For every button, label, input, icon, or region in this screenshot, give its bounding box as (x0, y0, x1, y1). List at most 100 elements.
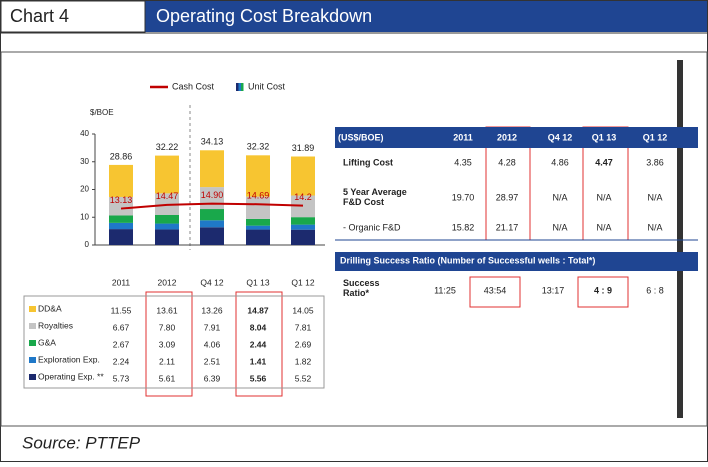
cell: 4.06 (204, 339, 221, 349)
legend-label: Unit Cost (248, 81, 286, 91)
cash-cost-label: 14.69 (247, 191, 270, 201)
row-swatch (29, 323, 36, 329)
table-header: (US$/BOE) (338, 132, 384, 142)
table-cell: 4.28 (498, 157, 516, 167)
table-header: 2011 (453, 132, 473, 142)
total-label: 32.22 (156, 142, 179, 152)
table-row-label: Lifting Cost (343, 157, 393, 167)
table-row-label: 5 Year Average F&D Cost (343, 187, 407, 207)
bar-segment (109, 215, 133, 223)
table-cell: 13:17 (542, 285, 565, 295)
row-swatch (29, 374, 36, 380)
row-label: Operating Exp. ** (38, 371, 104, 381)
header-title: Operating Cost Breakdown (156, 6, 372, 26)
cell: 1.82 (295, 356, 312, 366)
cell: 2.24 (113, 356, 130, 366)
legend-swatch (236, 83, 239, 91)
x-tick-label: Q4 12 (200, 277, 223, 287)
bar-segment (200, 150, 224, 188)
bar-segment (246, 225, 270, 230)
cash-cost-label: 14.2 (294, 192, 312, 202)
table-cell: 19.70 (452, 192, 475, 202)
scroll-bar (677, 60, 683, 418)
table-cell: N/A (647, 192, 662, 202)
y-tick-label: 30 (80, 157, 89, 166)
table-cell: 4.47 (595, 157, 613, 167)
highlight-box (145, 291, 193, 397)
table-cell: N/A (552, 222, 567, 232)
legend-label: Cash Cost (172, 81, 215, 91)
bar-segment (291, 195, 315, 218)
table-cell: 4.35 (454, 157, 472, 167)
cell: 13.61 (156, 305, 178, 315)
bar-segment (246, 229, 270, 245)
bar-segment (155, 229, 179, 245)
y-tick-label: 10 (80, 212, 89, 221)
bar-segment (155, 155, 179, 194)
cell: 7.81 (295, 322, 312, 332)
bar-segment (109, 164, 133, 197)
cell: 1.41 (250, 356, 267, 366)
x-tick-label: Q1 13 (246, 277, 269, 287)
highlight-box (469, 276, 521, 308)
y-tick-label: 20 (80, 185, 89, 194)
header-number: Chart 4 (10, 6, 69, 26)
cell: 6.39 (204, 373, 221, 383)
row-swatch (29, 306, 36, 312)
table-cell: 28.97 (496, 192, 519, 202)
bar-segment (246, 196, 270, 219)
table-cell: N/A (596, 192, 611, 202)
cell: 11.55 (111, 305, 132, 315)
table-row-label: - Organic F&D (343, 222, 401, 232)
row-swatch (29, 340, 36, 346)
cell: 6.67 (113, 322, 130, 332)
header-number-box (0, 0, 146, 33)
y-tick-label: 0 (85, 240, 90, 249)
cell: 7.91 (204, 322, 221, 332)
row-label: Royalties (38, 320, 73, 330)
table-cell: N/A (552, 192, 567, 202)
x-tick-label: 2012 (158, 277, 177, 287)
row-label: DD&A (38, 303, 62, 313)
section-bar (335, 252, 698, 271)
bar-segment (291, 224, 315, 230)
table-row-label: Success Ratio* (343, 278, 380, 298)
bar-segment (200, 220, 224, 228)
table-cell: 11:25 (434, 285, 456, 295)
table-cell: 15.82 (452, 222, 475, 232)
cell: 2.69 (295, 339, 312, 349)
cost-table-frame (23, 295, 325, 389)
cell: 5.52 (295, 373, 312, 383)
bar-segment (109, 229, 133, 245)
bar-segment (291, 229, 315, 245)
bar-segment (246, 155, 270, 197)
x-tick-label: Q1 12 (291, 277, 314, 287)
bar-segment (291, 156, 315, 196)
cash-cost-label: 14.47 (156, 191, 179, 201)
cell: 2.51 (204, 356, 221, 366)
total-label: 28.86 (110, 151, 133, 161)
row-label: G&A (38, 337, 56, 347)
table-cell: 6 : 8 (646, 285, 664, 295)
table-header: Q4 12 (548, 132, 573, 142)
table-cell: 4 : 9 (594, 285, 612, 295)
cash-cost-line (120, 202, 304, 210)
bar-segment (291, 217, 315, 225)
x-tick-label: 2011 (112, 277, 131, 287)
y-tick-label: 40 (80, 129, 89, 138)
table-header-bar (335, 127, 698, 148)
cell: 8.04 (250, 322, 267, 332)
cell: 5.56 (250, 373, 267, 383)
cell: 5.61 (159, 373, 176, 383)
row-swatch (29, 357, 36, 363)
bar-segment (200, 209, 224, 221)
highlight-box (235, 291, 283, 397)
cell: 14.87 (247, 305, 269, 315)
table-cell: 3.86 (646, 157, 664, 167)
source: Source: PTTEP (22, 433, 141, 452)
row-label: Exploration Exp. (38, 354, 100, 364)
bar-segment (155, 215, 179, 224)
y-axis-label: $/BOE (90, 108, 114, 117)
cash-cost-label: 13.13 (110, 195, 133, 205)
